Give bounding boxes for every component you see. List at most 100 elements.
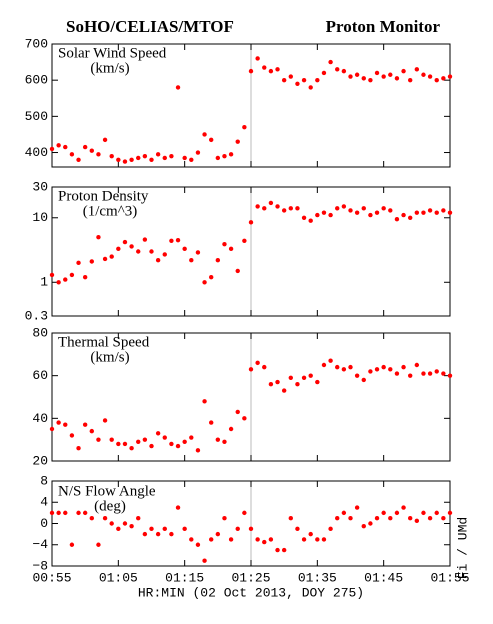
- data-point: [235, 526, 240, 532]
- data-point: [394, 76, 400, 81]
- data-point: [195, 150, 201, 155]
- data-point: [228, 426, 234, 432]
- data-point: [295, 206, 300, 211]
- data-point: [209, 137, 214, 143]
- data-point: [182, 439, 187, 444]
- data-point: [361, 76, 366, 81]
- data-point: [255, 537, 260, 542]
- data-point: [49, 272, 55, 278]
- data-point: [414, 362, 420, 368]
- data-point: [82, 510, 88, 516]
- data-point: [56, 143, 61, 148]
- data-point: [301, 375, 307, 380]
- data-point: [381, 510, 386, 516]
- data-point: [235, 268, 240, 274]
- data-point: [222, 439, 227, 444]
- data-point: [209, 274, 214, 280]
- data-point: [96, 152, 101, 157]
- y-tick-label: 10: [32, 210, 48, 225]
- data-point: [235, 409, 240, 415]
- panel-title: Thermal Speed: [58, 334, 150, 350]
- data-point: [388, 72, 393, 77]
- data-point: [354, 210, 360, 215]
- data-point: [215, 257, 221, 263]
- data-point: [195, 542, 201, 547]
- y-tick-label: 8: [40, 473, 48, 488]
- data-point: [281, 388, 287, 393]
- data-point: [268, 382, 274, 387]
- data-point: [122, 521, 128, 526]
- data-point: [328, 59, 333, 65]
- data-point: [195, 250, 201, 255]
- data-point: [215, 437, 221, 442]
- data-point: [394, 371, 400, 376]
- data-point: [169, 238, 174, 243]
- data-point: [162, 435, 167, 440]
- data-point: [328, 212, 333, 218]
- data-point: [242, 416, 247, 421]
- data-point: [122, 159, 128, 164]
- data-point: [69, 542, 75, 547]
- data-point: [281, 547, 287, 553]
- data-point: [288, 206, 293, 211]
- data-point: [315, 77, 320, 83]
- data-point: [381, 364, 386, 370]
- data-point: [175, 505, 181, 510]
- panel-title: Proton Density: [58, 188, 149, 204]
- data-point: [308, 373, 313, 378]
- data-point: [63, 144, 68, 150]
- data-point: [56, 280, 61, 285]
- data-point: [202, 132, 207, 137]
- data-point: [162, 252, 167, 257]
- data-point: [242, 510, 247, 516]
- data-point: [228, 152, 234, 157]
- data-point: [49, 426, 55, 432]
- data-point: [381, 74, 386, 79]
- data-point: [56, 420, 61, 425]
- y-tick-label: −8: [32, 558, 48, 573]
- data-point: [368, 77, 373, 83]
- data-point: [109, 521, 114, 526]
- data-point: [63, 510, 68, 516]
- data-point: [242, 238, 247, 243]
- data-point: [255, 204, 260, 209]
- data-point: [401, 68, 406, 74]
- data-point: [56, 510, 61, 516]
- data-point: [109, 437, 114, 442]
- data-point: [262, 206, 267, 211]
- data-point: [129, 244, 134, 249]
- data-point: [414, 210, 420, 215]
- y-tick-label: 4: [40, 495, 48, 510]
- data-point: [295, 526, 300, 532]
- data-point: [116, 246, 121, 252]
- data-point: [427, 515, 433, 521]
- y-tick-label: 40: [32, 411, 48, 426]
- y-tick-label: 600: [25, 73, 48, 88]
- data-point: [76, 260, 81, 266]
- data-point: [96, 234, 101, 240]
- data-point: [348, 515, 353, 521]
- data-point: [202, 280, 207, 285]
- data-point: [255, 56, 260, 61]
- data-point: [262, 65, 267, 70]
- data-point: [102, 515, 108, 521]
- data-point: [275, 547, 280, 553]
- data-point: [189, 435, 194, 440]
- data-point: [248, 68, 254, 74]
- data-point: [169, 531, 174, 537]
- panel-unit: (deg): [94, 498, 126, 514]
- data-point: [149, 526, 154, 532]
- data-point: [222, 241, 227, 247]
- data-point: [374, 70, 380, 76]
- data-point: [69, 433, 75, 438]
- y-tick-label: 20: [32, 453, 48, 468]
- data-point: [215, 155, 221, 161]
- data-point: [408, 215, 413, 220]
- data-point: [275, 379, 280, 385]
- data-point: [268, 537, 274, 542]
- data-point: [427, 371, 433, 376]
- data-point: [301, 215, 307, 220]
- data-point: [149, 157, 154, 162]
- data-point: [361, 523, 366, 529]
